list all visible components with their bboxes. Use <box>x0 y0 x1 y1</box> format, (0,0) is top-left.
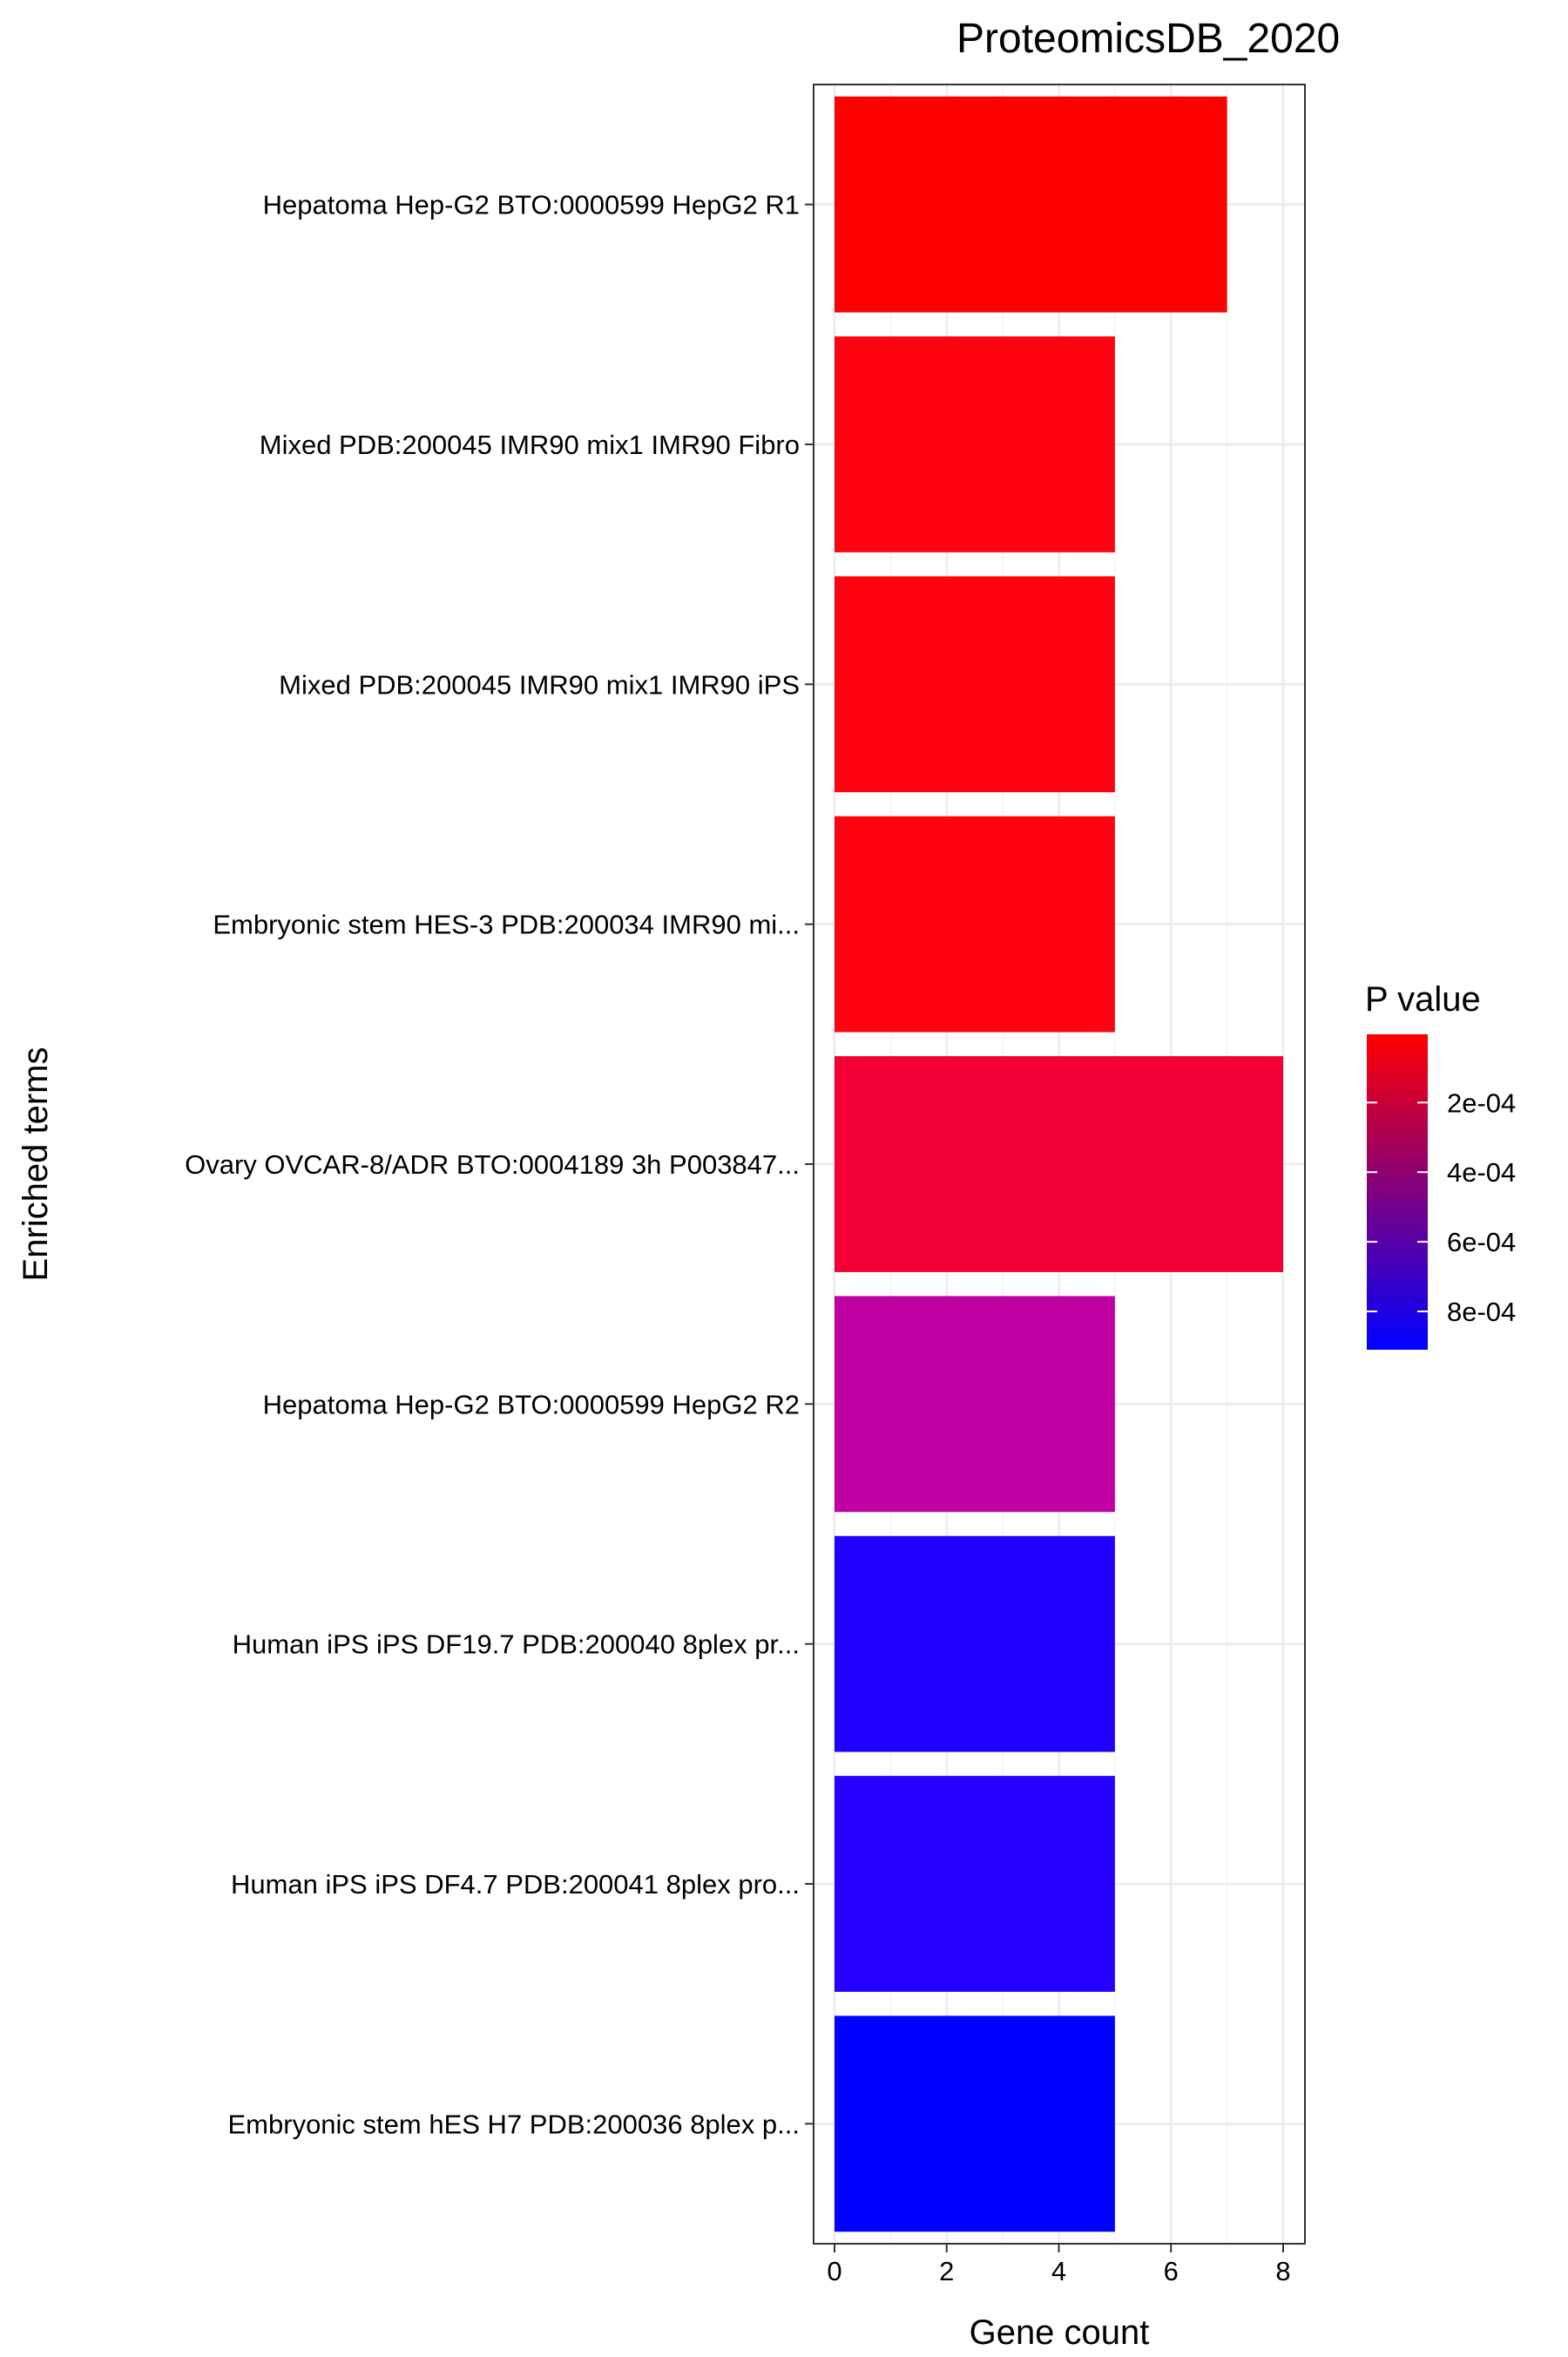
x-axis-label: Gene count <box>970 2313 1150 2352</box>
chart-title: ProteomicsDB_2020 <box>956 16 1340 62</box>
x-tick-label: 2 <box>939 2256 954 2286</box>
bars <box>835 96 1283 2232</box>
y-tick-label: Hepatoma Hep-G2 BTO:0000599 HepG2 R2 <box>263 1389 800 1419</box>
x-tick-label: 6 <box>1164 2256 1179 2286</box>
bar <box>835 2015 1115 2232</box>
y-tick-label: Ovary OVCAR-8/ADR BTO:0004189 3h P003847… <box>185 1149 800 1180</box>
y-tick-label: Hepatoma Hep-G2 BTO:0000599 HepG2 R1 <box>263 190 800 220</box>
bar <box>835 1056 1283 1272</box>
bar <box>835 576 1115 793</box>
x-tick-label: 0 <box>827 2256 841 2286</box>
y-tick-label: Human iPS iPS DF19.7 PDB:200040 8plex pr… <box>233 1629 800 1660</box>
y-tick-label: Embryonic stem hES H7 PDB:200036 8plex p… <box>228 2109 801 2139</box>
x-axis: 0 2 4 6 8 <box>827 2244 1291 2286</box>
bar <box>835 1776 1115 1992</box>
y-axis: Hepatoma Hep-G2 BTO:0000599 HepG2 R1 Mixe… <box>185 190 814 2139</box>
legend-tick-label: 4e-04 <box>1447 1157 1516 1188</box>
legend-colorbar <box>1367 1034 1428 1350</box>
legend-tick-label: 6e-04 <box>1447 1227 1516 1257</box>
bar <box>835 816 1115 1033</box>
x-tick-label: 4 <box>1051 2256 1066 2286</box>
bar <box>835 1296 1115 1513</box>
bar <box>835 336 1115 552</box>
legend-tick-label: 2e-04 <box>1447 1087 1516 1118</box>
bar <box>835 96 1227 313</box>
x-tick-label: 8 <box>1275 2256 1290 2286</box>
bar <box>835 1535 1115 1752</box>
y-tick-label: Human iPS iPS DF4.7 PDB:200041 8plex pro… <box>231 1869 800 1900</box>
y-tick-label: Mixed PDB:200045 IMR90 mix1 IMR90 iPS <box>279 669 800 700</box>
legend-ticks: 2e-04 4e-04 6e-04 8e-04 <box>1367 1087 1516 1327</box>
legend-title: P value <box>1365 980 1481 1019</box>
legend-tick-label: 8e-04 <box>1447 1297 1516 1327</box>
y-tick-label: Embryonic stem HES-3 PDB:200034 IMR90 mi… <box>213 910 800 940</box>
y-tick-label: Mixed PDB:200045 IMR90 mix1 IMR90 Fibro <box>260 430 800 460</box>
y-axis-label: Enriched terms <box>17 1047 55 1282</box>
legend: P value 2e-04 4e-04 6e-04 8e-04 <box>1365 980 1516 1350</box>
